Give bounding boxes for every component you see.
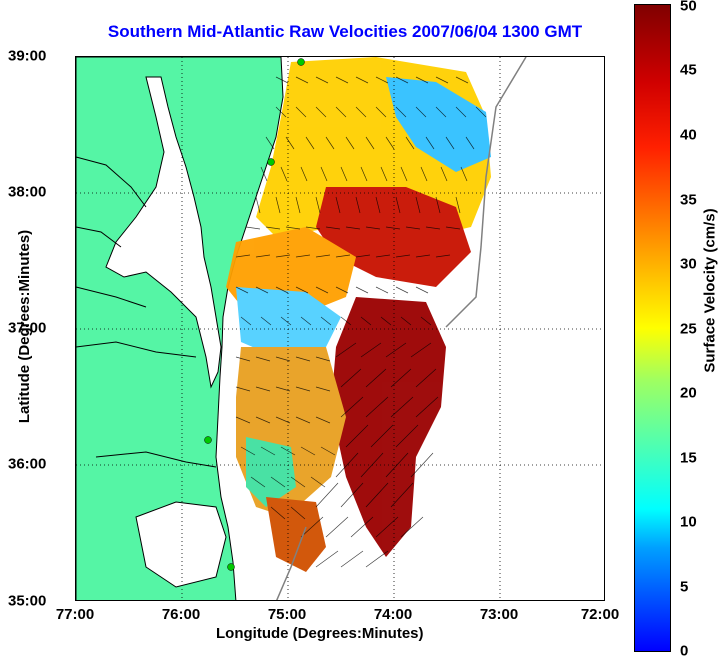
colorbar-tick: 30 — [680, 255, 697, 273]
velocity-patch-northeast-slow — [386, 77, 491, 172]
lat-tick-label: 36:00 — [8, 455, 47, 473]
lat-tick-label: 38:00 — [8, 183, 47, 201]
albemarle-sound — [95, 451, 217, 468]
colorbar-tick: 25 — [680, 320, 697, 338]
lon-tick-label: 75:00 — [267, 606, 307, 623]
lon-tick-label: 73:00 — [479, 606, 519, 623]
lon-tick-label: 74:00 — [373, 606, 413, 623]
radar-station — [204, 436, 212, 444]
colorbar — [634, 4, 671, 652]
lat-tick-label: 39:00 — [8, 47, 47, 65]
colorbar-tick: 50 — [680, 0, 697, 15]
lon-tick-label: 72:00 — [580, 606, 620, 623]
colorbar-tick: 45 — [680, 61, 697, 79]
james-river — [76, 341, 197, 358]
graticule — [76, 57, 604, 600]
colorbar-tick: 10 — [680, 513, 697, 531]
chesapeake-bay — [105, 76, 222, 389]
potomac-river — [76, 156, 147, 208]
lat-tick-label: 35:00 — [8, 592, 47, 610]
map-canvas — [76, 57, 604, 600]
map-title: Southern Mid-Atlantic Raw Velocities 200… — [107, 22, 583, 41]
map-plot-area — [75, 56, 605, 601]
velocity-patch-southwest-green — [246, 437, 296, 507]
lon-tick-label: 77:00 — [55, 606, 95, 623]
york-river — [76, 286, 147, 308]
radar-station — [297, 58, 305, 66]
radar-station — [227, 563, 235, 571]
colorbar-tick: 40 — [680, 126, 697, 144]
y-axis-label: Latitude (Degrees:Minutes) — [16, 229, 34, 424]
rappahannock-river — [76, 226, 122, 248]
lat-tick-label: 37:00 — [8, 319, 47, 337]
colorbar-tick: 5 — [680, 578, 689, 596]
pamlico-sound — [135, 501, 227, 588]
bathymetry-contour — [445, 57, 527, 328]
lon-tick-label: 76:00 — [161, 606, 201, 623]
bathymetry-contour-south — [276, 526, 307, 600]
colorbar-tick: 15 — [680, 449, 697, 467]
velocity-field — [226, 57, 491, 572]
x-axis-label: Longitude (Degrees:Minutes) — [216, 625, 424, 642]
colorbar-tick: 35 — [680, 191, 697, 209]
land-mass — [76, 57, 284, 600]
velocity-patch-west-slow — [236, 287, 341, 357]
radar-station — [267, 158, 275, 166]
velocity-patch-cape-hatteras — [266, 497, 326, 572]
colorbar-tick: 20 — [680, 384, 697, 402]
colorbar-label: Surface Velocity (cm/s) — [701, 208, 719, 373]
colorbar-tick: 0 — [680, 642, 689, 659]
velocity-patch-south-fast — [331, 297, 446, 557]
